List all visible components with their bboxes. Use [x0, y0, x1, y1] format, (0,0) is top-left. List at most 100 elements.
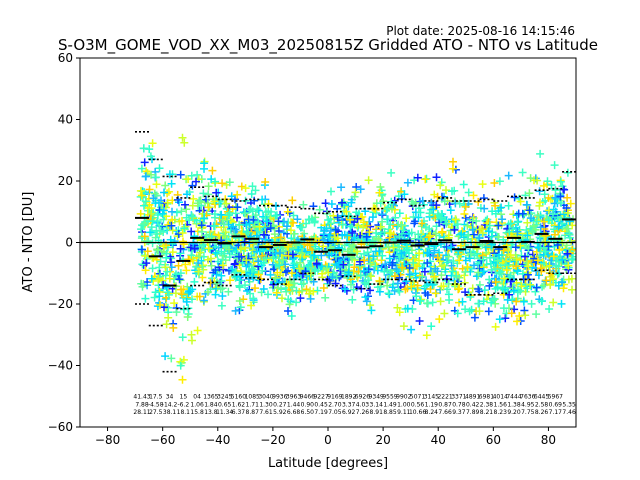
scatter-point [449, 157, 457, 166]
scatter-point [346, 222, 355, 231]
scatter-point [390, 272, 399, 281]
scatter-point [334, 259, 343, 268]
scatter-point [194, 252, 203, 261]
bin-stat-label: 0.65 [218, 401, 232, 408]
scatter-point [436, 297, 445, 306]
scatter-point [233, 254, 242, 263]
scatter-point [500, 274, 509, 283]
scatter-point [505, 273, 513, 282]
scatter-point [428, 298, 437, 307]
scatter-point [182, 205, 191, 214]
scatter-point [296, 294, 305, 303]
scatter-point [247, 190, 256, 198]
bin-stat-label: 0.87 [438, 401, 452, 408]
scatter-point [304, 215, 313, 224]
scatter-point [207, 261, 216, 270]
scatter-point [415, 317, 424, 325]
scatter-point [284, 251, 293, 260]
x-tick-label: −40 [205, 433, 230, 447]
scatter-point [461, 202, 470, 211]
scatter-point [160, 188, 168, 197]
scatter-point [455, 256, 464, 265]
scatter-point [470, 261, 478, 270]
scatter-point [319, 230, 328, 239]
scatter-point [137, 279, 146, 288]
scatter-point [367, 306, 376, 315]
scatter-point [242, 221, 251, 229]
scatter-point [548, 250, 557, 259]
scatter-point [445, 296, 454, 304]
scatter-point [161, 181, 170, 190]
bin-stat-label: 6445 [534, 394, 549, 401]
scatter-point [156, 257, 165, 266]
scatter-point [311, 242, 320, 251]
scatter-point [190, 277, 199, 286]
scatter-point [312, 259, 321, 268]
scatter-point [524, 244, 533, 253]
scatter-point [348, 295, 357, 304]
scatter-point [150, 293, 159, 302]
scatter-point [346, 244, 355, 253]
scatter-point [512, 262, 521, 271]
scatter-point [310, 218, 319, 227]
scatter-point [508, 295, 517, 304]
scatter-point [276, 249, 284, 257]
scatter-point [475, 264, 484, 273]
scatter-point [330, 233, 339, 242]
scatter-point [448, 187, 456, 196]
scatter-point [530, 254, 539, 263]
scatter-point [141, 294, 150, 303]
scatter-point [231, 250, 240, 259]
scatter-point [188, 285, 197, 294]
scatter-point [276, 233, 285, 242]
bin-stat-label: 3963 [286, 394, 301, 401]
scatter-point [222, 199, 231, 208]
scatter-point [337, 183, 346, 192]
scatter-point [140, 201, 148, 210]
scatter-point [545, 206, 553, 215]
scatter-point [259, 258, 268, 267]
scatter-point [409, 200, 418, 208]
scatter-point [167, 221, 176, 230]
scatter-point [526, 174, 535, 183]
scatter-point [217, 271, 226, 280]
scatter-point [519, 297, 528, 306]
scatter-point [446, 243, 455, 252]
scatter-point [469, 191, 478, 200]
scatter-point [366, 286, 374, 295]
scatter-point [287, 312, 296, 320]
scatter-point [233, 213, 241, 222]
scatter-point [549, 252, 558, 261]
scatter-point [225, 245, 233, 254]
bin-stat-label: 41.43 [133, 394, 150, 401]
scatter-point [458, 297, 467, 306]
y-axis: −60 −40 −20 0 20 40 60 [48, 51, 80, 434]
scatter-point [300, 234, 309, 243]
y-tick-label: 40 [58, 113, 73, 127]
scatter-point [368, 237, 377, 246]
bin-stat-label: 7.17 [549, 409, 563, 416]
bin-stat-label: 2.38 [480, 401, 494, 408]
scatter-point [339, 260, 348, 269]
bin-stat-label: 18.1 [177, 409, 191, 416]
scatter-point [138, 260, 147, 269]
scatter-point [502, 266, 511, 274]
scatter-point [520, 306, 529, 315]
scatter-point [448, 164, 457, 173]
scatter-point [195, 196, 204, 205]
scatter-point [440, 309, 449, 318]
scatter-point [402, 243, 411, 252]
scatter-point [433, 267, 442, 276]
bin-stat-label: 5.92 [273, 409, 287, 416]
scatter-point [154, 236, 163, 245]
bin-stat-label: 13.8 [204, 409, 218, 416]
scatter-point [442, 186, 450, 195]
scatter-point [452, 272, 461, 280]
scatter-point [199, 189, 208, 198]
scatter-point [531, 287, 540, 296]
scatter-point [405, 270, 414, 279]
bin-stat-label: 8.87 [246, 409, 260, 416]
scatter-point [298, 249, 306, 258]
scatter-point [371, 262, 380, 271]
scatter-point [457, 230, 466, 239]
